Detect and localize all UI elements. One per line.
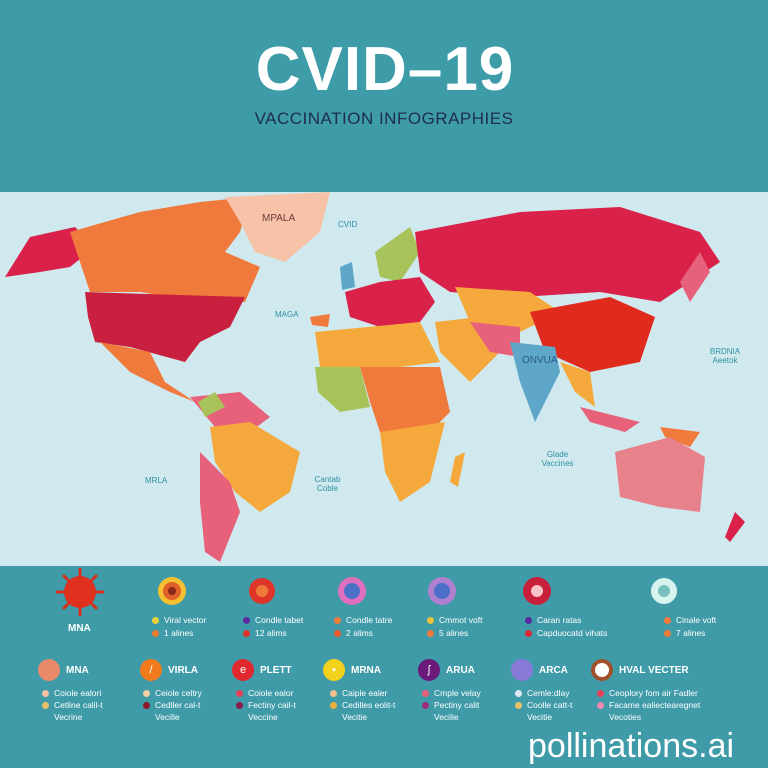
virus-icon	[523, 577, 551, 605]
vaccine-icon: ▪	[323, 659, 345, 681]
vaccine-icon	[511, 659, 533, 681]
world-map: MPALA CVID MAGA MRLA Cantab Coble ONVUA …	[0, 192, 768, 566]
region-colombia	[198, 392, 225, 417]
region-madagascar	[450, 452, 465, 487]
region-usa	[85, 292, 245, 362]
map-label: BRDNIA Aeetok	[709, 347, 741, 365]
category-hval-vecter: HVAL VECTER	[591, 659, 689, 681]
region-papua	[660, 427, 700, 447]
region-south-america-south	[200, 452, 240, 562]
category-details: Ceiole celtry Cedller cal-t Vecille	[143, 687, 202, 723]
category-plett: e PLETT	[232, 659, 292, 681]
region-brazil	[210, 422, 300, 512]
dot-icon	[664, 617, 671, 624]
vaccine-icon	[38, 659, 60, 681]
category-details: Coiole ealor Fectiny cail-t Veccine	[236, 687, 296, 723]
region-uk	[340, 262, 355, 290]
region-canada	[70, 197, 260, 302]
dot-icon	[243, 617, 250, 624]
category-mrna: ▪ MRNA	[323, 659, 381, 681]
legend-item: Caran ratas Capduocatd vihats	[525, 614, 607, 640]
category-arua: ʃ ARUA	[418, 659, 475, 681]
dot-icon	[525, 630, 532, 637]
legend-item: Cinale voft 7 alines	[664, 614, 716, 640]
dot-icon	[427, 630, 434, 637]
region-iceland	[310, 314, 330, 327]
region-new-zealand	[725, 512, 745, 542]
region-indonesia	[580, 407, 640, 432]
map-label: MAGA	[275, 310, 299, 319]
virus-icon	[158, 577, 186, 605]
category-details: Ceoplory fom air Fadler Facame ealiectear…	[597, 687, 700, 723]
vaccine-icon: ʃ	[418, 659, 440, 681]
region-africa-west	[315, 367, 370, 412]
region-india	[510, 342, 560, 422]
dot-icon	[334, 617, 341, 624]
map-label: CVID	[338, 220, 358, 229]
legend-panel: MNA Viral vector 1 alines Condle tabet 12 …	[0, 566, 768, 768]
vaccine-icon: /	[140, 659, 162, 681]
region-iran	[470, 322, 520, 357]
page-title: CVID–19	[255, 35, 515, 104]
dot-icon	[664, 630, 671, 637]
category-virla: / VIRLA	[140, 659, 198, 681]
header-band: CVID–19 VACCINATION INFOGRAPHIES	[0, 0, 768, 192]
map-label: MPALA	[262, 213, 296, 224]
category-mna: MNA	[38, 659, 89, 681]
dot-icon	[243, 630, 250, 637]
virus-icon	[56, 568, 104, 616]
region-russia	[415, 207, 720, 302]
region-europe	[345, 277, 435, 327]
category-details: Coiole ealori Cetline calil-t Vecrine	[42, 687, 103, 723]
region-africa-north	[315, 322, 440, 367]
legend-item: Condle tatre 2 alims	[334, 614, 392, 640]
category-details: Caiple ealer Cedilles eolit-t Vecitie	[330, 687, 395, 723]
virus-icon	[338, 577, 366, 605]
region-china	[530, 297, 655, 372]
virus-icon	[651, 578, 677, 604]
region-mexico	[100, 342, 195, 402]
map-label: Glade Vaccines	[541, 450, 574, 468]
category-details: Cmple velay Pectiny calit Vecilie	[422, 687, 481, 723]
map-label: ONVUA	[522, 355, 558, 366]
region-australia	[615, 437, 705, 512]
world-map-shapes	[5, 192, 745, 562]
legend-label: MNA	[68, 623, 91, 634]
category-details: Cemle:dlay Coolle catt-t Vecitie	[515, 687, 572, 723]
region-africa-south	[380, 422, 445, 502]
legend-item: Cmmot voft 5 alines	[427, 614, 482, 640]
legend-item: Viral vector 1 alines	[152, 614, 206, 640]
region-scandinavia	[375, 227, 420, 282]
watermark: pollinations.ai	[528, 727, 735, 765]
region-africa-central	[360, 367, 450, 442]
region-greenland	[225, 192, 330, 262]
map-label: Cantab Coble	[314, 475, 341, 493]
dot-icon	[152, 617, 159, 624]
dot-icon	[152, 630, 159, 637]
region-se-asia	[560, 362, 595, 407]
vaccine-icon: e	[232, 659, 254, 681]
page-subtitle: VACCINATION INFOGRAPHIES	[254, 109, 514, 128]
virus-icon	[428, 577, 456, 605]
region-japan	[680, 252, 710, 302]
map-label: MRLA	[145, 476, 168, 485]
legend-item: Condle tabet 12 alims	[243, 614, 303, 640]
virus-icon	[249, 578, 275, 604]
dot-icon	[525, 617, 532, 624]
category-arca: ARCA	[511, 659, 568, 681]
vaccine-icon	[591, 659, 613, 681]
dot-icon	[427, 617, 434, 624]
dot-icon	[334, 630, 341, 637]
